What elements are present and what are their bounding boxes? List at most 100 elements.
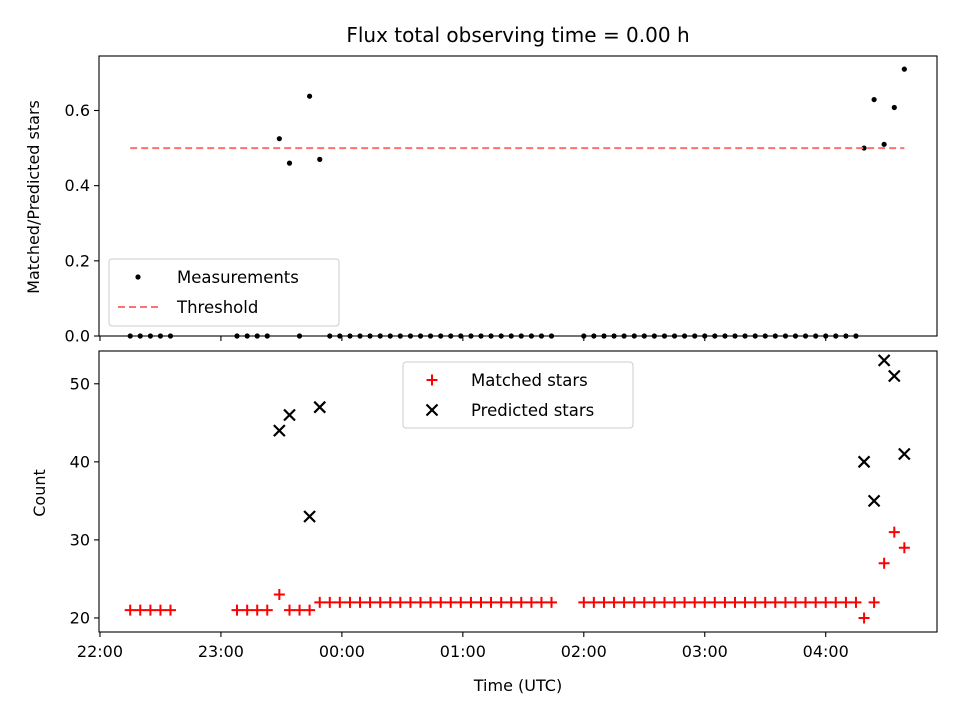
series-matched-stars [124, 526, 910, 624]
data-point [535, 596, 547, 608]
data-point [384, 596, 396, 608]
data-point [762, 333, 768, 339]
data-point [651, 333, 657, 339]
data-point [273, 589, 285, 601]
data-point [241, 604, 253, 616]
chart-title: Flux total observing time = 0.00 h [346, 23, 689, 47]
data-point [324, 596, 336, 608]
data-point [843, 333, 849, 339]
bottom-axes: Count Time (UTC) 20 30 40 50 22:00 23:00 00:00… [30, 350, 938, 695]
data-point [749, 596, 761, 608]
data-point [881, 141, 887, 147]
data-point [888, 526, 900, 538]
data-point [425, 596, 437, 608]
data-point [231, 604, 243, 616]
data-point [261, 604, 273, 616]
data-point [648, 596, 660, 608]
data-point [661, 333, 668, 339]
data-point [144, 604, 156, 616]
series-predicted-stars [273, 354, 911, 523]
data-point [134, 604, 146, 616]
data-point [334, 596, 346, 608]
data-point [853, 333, 859, 339]
data-point [792, 333, 799, 339]
data-point [147, 333, 154, 339]
data-point [276, 136, 282, 142]
data-point [448, 333, 454, 339]
legend-label: Threshold [176, 298, 258, 317]
data-point [598, 596, 610, 608]
data-point [591, 333, 597, 339]
data-point [840, 596, 852, 608]
data-point [244, 333, 250, 339]
data-point [427, 333, 434, 339]
data-point [588, 596, 600, 608]
x-tick-label: 02:00 [561, 642, 607, 661]
x-tick-label: 04:00 [803, 642, 849, 661]
legend: Matched stars Predicted stars [402, 361, 634, 429]
data-point [800, 596, 812, 608]
data-point [692, 333, 698, 339]
data-point [888, 369, 901, 383]
y-tick-label: 0.2 [65, 251, 90, 270]
data-point [488, 333, 494, 339]
data-point [435, 596, 447, 608]
series-measurements [127, 66, 907, 339]
data-point [528, 333, 535, 339]
data-point [621, 333, 627, 339]
legend: Measurements Threshold [108, 258, 340, 327]
legend-box [402, 361, 634, 429]
legend-label: Measurements [177, 268, 299, 287]
data-point [901, 66, 907, 72]
x-tick-label: 03:00 [682, 642, 728, 661]
data-point [658, 596, 670, 608]
data-point [404, 596, 416, 608]
data-point [397, 333, 403, 339]
data-point [820, 596, 832, 608]
y-tick-label: 0.4 [65, 176, 90, 195]
data-point [742, 333, 748, 339]
data-point [495, 596, 507, 608]
data-point [871, 96, 877, 103]
data-point [303, 510, 316, 523]
data-point [638, 596, 650, 608]
data-point [810, 596, 822, 608]
x-tick-label: 23:00 [198, 642, 244, 661]
data-point [732, 333, 738, 339]
data-point [478, 333, 484, 339]
y-tick-label: 20 [70, 608, 90, 627]
data-point [618, 596, 630, 608]
data-point [699, 596, 711, 608]
data-point [861, 145, 867, 151]
data-point [485, 596, 497, 608]
data-point [296, 333, 303, 339]
data-point [167, 333, 174, 339]
data-point [313, 400, 327, 414]
data-point [264, 333, 270, 339]
y-tick-label: 40 [70, 452, 90, 471]
data-point [317, 156, 323, 162]
data-point [465, 596, 477, 608]
bottom-ylabel: Count [30, 469, 49, 517]
axes-frame [98, 55, 938, 337]
x-tick-label: 22:00 [77, 642, 123, 661]
data-point [337, 333, 343, 339]
y-tick-label: 30 [70, 530, 90, 549]
data-point [779, 596, 791, 608]
data-point [394, 596, 406, 608]
data-point [475, 596, 487, 608]
legend-label: Matched stars [471, 371, 588, 390]
data-point [498, 333, 504, 339]
axes-frame [98, 350, 938, 633]
data-point [669, 596, 681, 608]
data-point [712, 333, 718, 339]
legend-label: Predicted stars [471, 401, 594, 420]
data-point [759, 596, 771, 608]
data-point [769, 596, 781, 608]
data-point [833, 333, 839, 339]
data-point [518, 333, 524, 339]
data-point [719, 596, 731, 608]
data-point [415, 596, 427, 608]
data-point [284, 604, 296, 616]
